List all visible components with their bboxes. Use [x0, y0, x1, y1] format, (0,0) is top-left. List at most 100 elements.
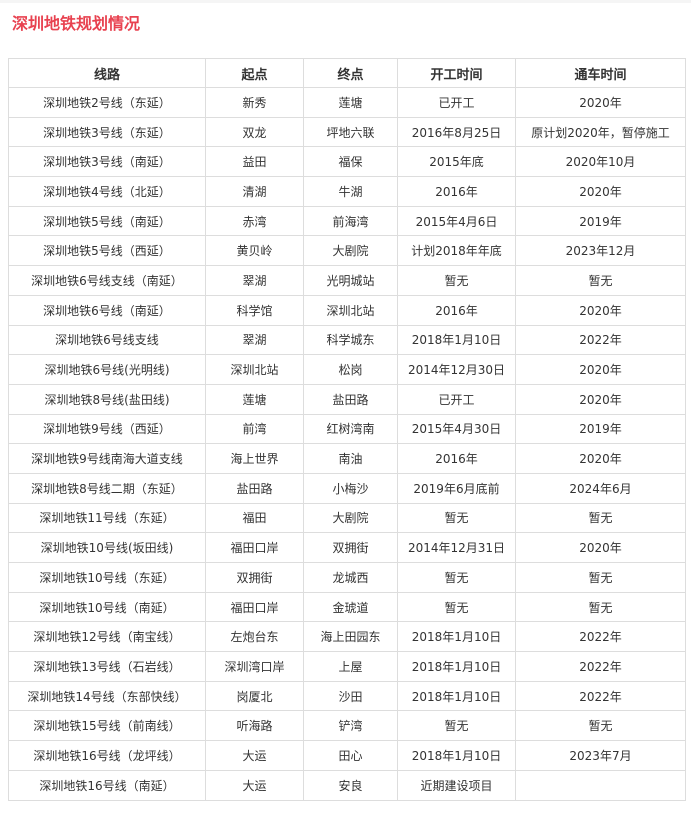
- table-cell: 2022年: [515, 324, 686, 356]
- table-cell: [515, 769, 686, 801]
- table-cell: 前海湾: [303, 205, 398, 237]
- table-row: 深圳地铁5号线（西延） 黄贝岭 大剧院 计划2018年年底 2023年12月: [8, 235, 686, 267]
- table-cell: 清湖: [205, 176, 304, 207]
- table-cell: 翠湖: [205, 265, 304, 296]
- table-cell: 2014年12月31日: [397, 532, 516, 563]
- table-cell: 大剧院: [303, 502, 398, 534]
- column-header-2: 起点: [205, 58, 304, 88]
- table-cell: 2019年: [515, 413, 686, 445]
- table-row: 深圳地铁10号线（东延） 双拥街 龙城西 暂无 暂无: [8, 562, 686, 593]
- table-row: 深圳地铁13号线（石岩线） 深圳湾口岸 上屋 2018年1月10日 2022年: [8, 651, 686, 682]
- table-cell: 红树湾南: [303, 413, 398, 445]
- table-cell: 深圳地铁10号线(坂田线): [8, 532, 206, 563]
- table-cell: 深圳地铁11号线（东延）: [8, 502, 206, 534]
- column-header-3: 终点: [303, 58, 398, 88]
- table-row: 深圳地铁15号线（前南线） 听海路 铲湾 暂无 暂无: [8, 710, 686, 742]
- metro-table: 线路 起点 终点 开工时间 通车时间 深圳地铁2号线（东延） 新秀 莲塘 已开工 2020年 深圳…: [8, 58, 686, 801]
- table-cell: 福田口岸: [205, 591, 304, 623]
- table-cell: 深圳地铁6号线支线: [8, 324, 206, 356]
- column-header-1: 线路: [8, 58, 206, 88]
- table-cell: 2015年4月6日: [397, 205, 516, 237]
- table-cell: 深圳北站: [205, 354, 304, 385]
- table-cell: 2018年1月10日: [397, 740, 516, 771]
- table-cell: 2014年12月30日: [397, 354, 516, 385]
- table-cell: 海上田园东: [303, 621, 398, 653]
- table-cell: 2022年: [515, 621, 686, 653]
- table-cell: 大运: [205, 769, 304, 801]
- table-cell: 2018年1月10日: [397, 651, 516, 682]
- table-cell: 深圳地铁8号线(盐田线): [8, 383, 206, 415]
- table-cell: 福田: [205, 502, 304, 534]
- table-cell: 光明城站: [303, 265, 398, 296]
- table-body: 深圳地铁2号线（东延） 新秀 莲塘 已开工 2020年 深圳地铁3号线（东延） 双龙 坪地六联…: [8, 87, 686, 801]
- table-cell: 深圳地铁8号线二期（东延）: [8, 472, 206, 504]
- table-cell: 暂无: [397, 265, 516, 296]
- table-cell: 2015年底: [397, 146, 516, 178]
- table-row: 深圳地铁6号线支线 翠湖 科学城东 2018年1月10日 2022年: [8, 324, 686, 356]
- table-cell: 金琥道: [303, 591, 398, 623]
- table-cell: 2020年10月: [515, 146, 686, 178]
- table-row: 深圳地铁3号线（南延） 益田 福保 2015年底 2020年10月: [8, 146, 686, 178]
- table-cell: 深圳地铁9号线南海大道支线: [8, 443, 206, 474]
- table-header: 线路 起点 终点 开工时间 通车时间: [8, 58, 686, 88]
- table-cell: 已开工: [397, 383, 516, 415]
- table-cell: 2016年: [397, 443, 516, 474]
- table-cell: 2016年8月25日: [397, 116, 516, 148]
- table-cell: 深圳北站: [303, 294, 398, 326]
- table-cell: 龙城西: [303, 562, 398, 593]
- table-cell: 2018年1月10日: [397, 324, 516, 356]
- table-cell: 坪地六联: [303, 116, 398, 148]
- table-row: 深圳地铁10号线(坂田线) 福田口岸 双拥街 2014年12月31日 2020年: [8, 532, 686, 563]
- table-row: 深圳地铁9号线（西延） 前湾 红树湾南 2015年4月30日 2019年: [8, 413, 686, 445]
- table-cell: 暂无: [397, 562, 516, 593]
- table-cell: 暂无: [397, 591, 516, 623]
- table-cell: 岗厦北: [205, 680, 304, 712]
- table-row: 深圳地铁10号线（南延） 福田口岸 金琥道 暂无 暂无: [8, 591, 686, 623]
- table-cell: 深圳地铁16号线（南延）: [8, 769, 206, 801]
- table-cell: 2020年: [515, 294, 686, 326]
- table-cell: 2016年: [397, 176, 516, 207]
- table-row: 深圳地铁12号线（南宝线） 左炮台东 海上田园东 2018年1月10日 2022年: [8, 621, 686, 653]
- table-row: 深圳地铁4号线（北延） 清湖 牛湖 2016年 2020年: [8, 176, 686, 207]
- table-cell: 深圳地铁5号线（西延）: [8, 235, 206, 267]
- column-header-4: 开工时间: [397, 58, 516, 88]
- table-row: 深圳地铁5号线（南延） 赤湾 前海湾 2015年4月6日 2019年: [8, 205, 686, 237]
- table-cell: 福保: [303, 146, 398, 178]
- table-cell: 左炮台东: [205, 621, 304, 653]
- table-cell: 大剧院: [303, 235, 398, 267]
- column-header-5: 通车时间: [515, 58, 686, 88]
- table-cell: 2019年: [515, 205, 686, 237]
- table-cell: 深圳地铁14号线（东部快线）: [8, 680, 206, 712]
- table-row: 深圳地铁8号线(盐田线) 莲塘 盐田路 已开工 2020年: [8, 383, 686, 415]
- table-cell: 上屋: [303, 651, 398, 682]
- table-cell: 2020年: [515, 532, 686, 563]
- table-row: 深圳地铁14号线（东部快线） 岗厦北 沙田 2018年1月10日 2022年: [8, 680, 686, 712]
- table-cell: 近期建设项目: [397, 769, 516, 801]
- table-cell: 深圳地铁10号线（南延）: [8, 591, 206, 623]
- table-cell: 安良: [303, 769, 398, 801]
- table-cell: 双龙: [205, 116, 304, 148]
- table-cell: 计划2018年年底: [397, 235, 516, 267]
- table-cell: 小梅沙: [303, 472, 398, 504]
- table-cell: 暂无: [515, 591, 686, 623]
- table-row: 深圳地铁6号线(光明线) 深圳北站 松岗 2014年12月30日 2020年: [8, 354, 686, 385]
- table-cell: 科学馆: [205, 294, 304, 326]
- page-title: 深圳地铁规划情况: [12, 14, 141, 33]
- table-cell: 莲塘: [303, 87, 398, 118]
- table-cell: 前湾: [205, 413, 304, 445]
- table-cell: 暂无: [515, 502, 686, 534]
- table-row: 深圳地铁6号线（南延） 科学馆 深圳北站 2016年 2020年: [8, 294, 686, 326]
- table-cell: 深圳地铁9号线（西延）: [8, 413, 206, 445]
- top-divider: [0, 0, 691, 3]
- table-cell: 暂无: [515, 265, 686, 296]
- table-cell: 深圳地铁3号线（南延）: [8, 146, 206, 178]
- table-row: 深圳地铁6号线支线（南延） 翠湖 光明城站 暂无 暂无: [8, 265, 686, 296]
- table-cell: 深圳地铁6号线(光明线): [8, 354, 206, 385]
- table-row: 深圳地铁2号线（东延） 新秀 莲塘 已开工 2020年: [8, 87, 686, 118]
- table-cell: 2020年: [515, 176, 686, 207]
- table-cell: 铲湾: [303, 710, 398, 742]
- table-cell: 深圳地铁4号线（北延）: [8, 176, 206, 207]
- table-row: 深圳地铁11号线（东延） 福田 大剧院 暂无 暂无: [8, 502, 686, 534]
- table-cell: 2020年: [515, 87, 686, 118]
- table-cell: 深圳地铁15号线（前南线）: [8, 710, 206, 742]
